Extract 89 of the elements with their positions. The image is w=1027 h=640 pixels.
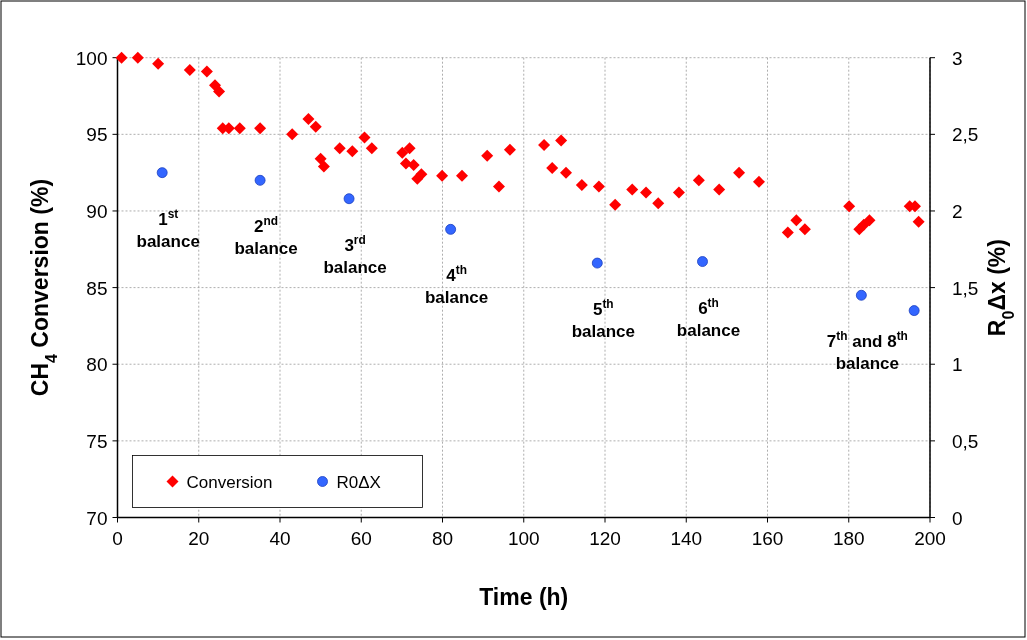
point [233,122,246,135]
point [538,139,551,152]
point [626,183,639,196]
point [592,180,605,193]
point [456,169,468,182]
point [546,162,559,175]
point [403,142,416,155]
point [365,142,378,155]
y-tick-label: 70 [86,507,108,529]
point [396,146,409,159]
point [115,51,128,64]
point [652,197,665,210]
y2-tick-label: 0,5 [952,430,979,452]
y-tick-label: 100 [75,47,108,69]
y2-tick-label: 1,5 [952,277,979,299]
y-tick-label: 90 [86,200,108,222]
point [692,174,705,187]
point [752,175,765,188]
annotation: 3$^{rd}$ balance [323,232,387,277]
legend-label: Conversion [186,472,273,492]
y2-tick-label: 3 [952,47,963,69]
point [254,122,267,135]
point [358,131,371,144]
point [183,63,196,76]
point [286,128,299,141]
point [314,152,327,165]
point [908,305,920,316]
y-tick-label: 75 [86,430,108,452]
point [781,226,794,239]
point [672,186,685,199]
y2-tick-label: 0 [952,507,963,529]
x-tick-label: 0 [112,527,123,549]
point [733,166,746,179]
x-tick-label: 20 [188,527,210,549]
point [415,168,428,181]
x-tick-label: 140 [670,527,703,549]
point [855,289,867,301]
point [591,257,603,269]
y2-tick-label: 1 [952,354,963,376]
y-tick-label: 95 [86,124,108,146]
point [131,51,144,64]
x-tick-label: 80 [431,527,454,549]
y-tick-label: 85 [86,277,108,299]
annotation: 1$^{st}$ balance [136,206,200,251]
point [713,183,726,196]
point [575,178,588,191]
point [492,180,505,193]
annotation: 5$^{th}$ balance [571,297,635,342]
point [790,214,803,227]
annotation: 7$^{th}$ and 8$^{th}$ balance [826,329,908,374]
point [302,113,315,126]
x-tick-label: 60 [350,527,372,549]
x-tick-label: 100 [507,527,540,549]
point [343,193,355,205]
x-tick-label: 120 [589,527,621,549]
y2-tick-label: 2 [952,200,963,222]
point [912,215,925,228]
annotation: 6$^{th}$ balance [676,295,741,340]
point [254,174,266,186]
point [560,166,572,179]
annotation: 2$^{nd}$ balance [234,214,298,259]
y-tick-label: 80 [86,354,108,376]
legend-label: R0ΔX [336,472,381,492]
point [152,57,165,70]
x-tick-label: 160 [751,527,784,549]
point [697,256,708,267]
point [333,142,346,155]
point [317,160,330,173]
x-axis-title: Time (h) [479,584,569,610]
point [346,145,359,158]
point [609,198,622,211]
point [843,200,856,213]
point [863,214,876,227]
point [445,223,457,235]
x-tick-label: 200 [914,527,946,549]
point [156,167,168,179]
annotation: 4$^{th}$ balance [424,263,489,308]
point [436,169,449,182]
x-tick-label: 40 [269,527,291,549]
point [200,65,213,78]
point [481,149,494,162]
point [213,85,226,98]
point [555,134,568,147]
x-tick-label: 180 [832,527,865,549]
point [503,143,516,156]
y2-tick-label: 2,5 [952,124,979,146]
point [640,186,653,199]
point [309,120,322,133]
point [798,223,811,236]
